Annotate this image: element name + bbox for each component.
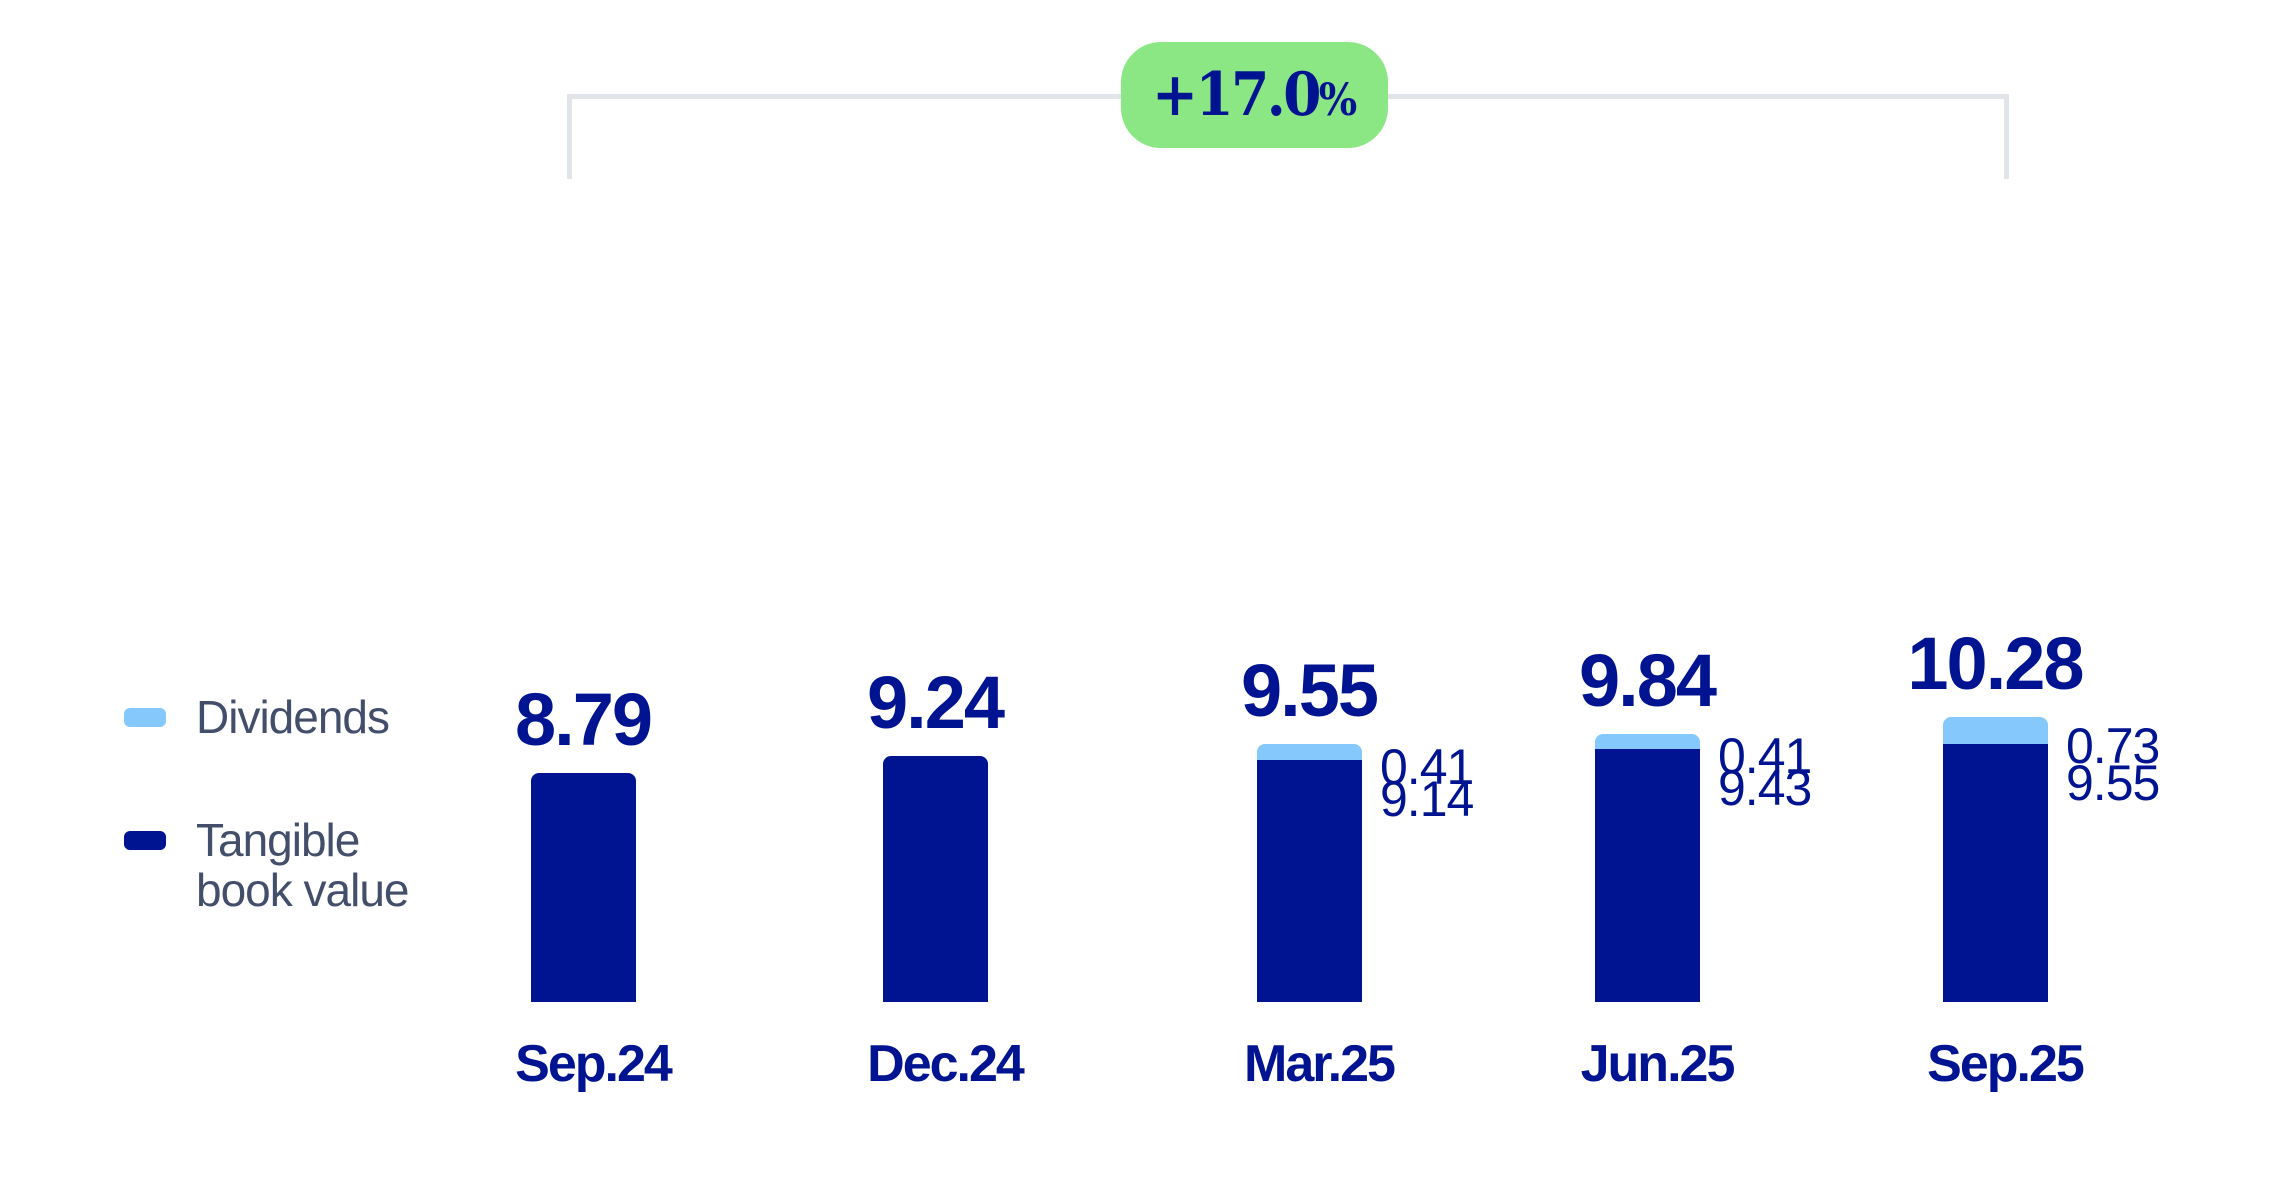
tbv-value-label: 9.43 [1718,759,1812,816]
growth-badge: +17.0% [1121,42,1388,148]
x-axis-label: Dec.24 [867,1035,1025,1093]
bar-segment-dividends [1257,744,1362,760]
bar-segment-tbv [883,756,988,1002]
x-axis-label: Sep.25 [1927,1035,2085,1093]
total-value-label: 9.84 [1578,638,1717,722]
dividends-value-label: 0.73 [2066,717,2160,774]
bar-sep-24 [531,773,636,1002]
growth-bracket-right [2004,94,2009,179]
total-value-label: 9.55 [1240,649,1379,733]
legend-label-dividends: Dividends [196,691,390,743]
growth-suffix: % [1319,75,1357,126]
dividends-value-label: 0.41 [1718,728,1812,785]
x-axis-label: Sep.24 [515,1035,673,1093]
bar-segment-tbv [1943,744,2048,1002]
bar-mar-25 [1257,744,1362,1002]
x-axis-label: Jun.25 [1580,1035,1736,1093]
bar-sep-25 [1943,716,2048,1002]
bar-segment-tbv [531,773,636,1002]
growth-value: +17.0 [1152,60,1322,130]
legend-swatch-dividends [124,708,166,727]
bar-dec-24 [883,756,988,1002]
bar-jun-25 [1595,733,1700,1002]
total-value-label: 9.24 [866,661,1005,745]
total-value-label: 8.79 [514,678,653,762]
bar-segment-tbv [1257,759,1362,1002]
legend-swatch-tbv [124,831,166,850]
x-axis-label: Mar.25 [1244,1035,1396,1093]
tbv-value-label: 9.55 [2066,755,2160,812]
dividends-value-label: 0.41 [1380,739,1474,796]
bar-segment-dividends [1595,733,1700,749]
growth-bracket-left [567,94,572,179]
legend-label-tbv-line2: book value [196,864,409,916]
bar-segment-dividends [1943,716,2048,745]
bar-segment-tbv [1595,748,1700,1002]
total-value-label: 10.28 [1907,621,2084,705]
tbv-value-label: 9.14 [1380,770,1474,827]
growth-badge-text: +17.0% [1152,60,1357,130]
legend-label-tbv-line1: Tangible [196,814,360,866]
